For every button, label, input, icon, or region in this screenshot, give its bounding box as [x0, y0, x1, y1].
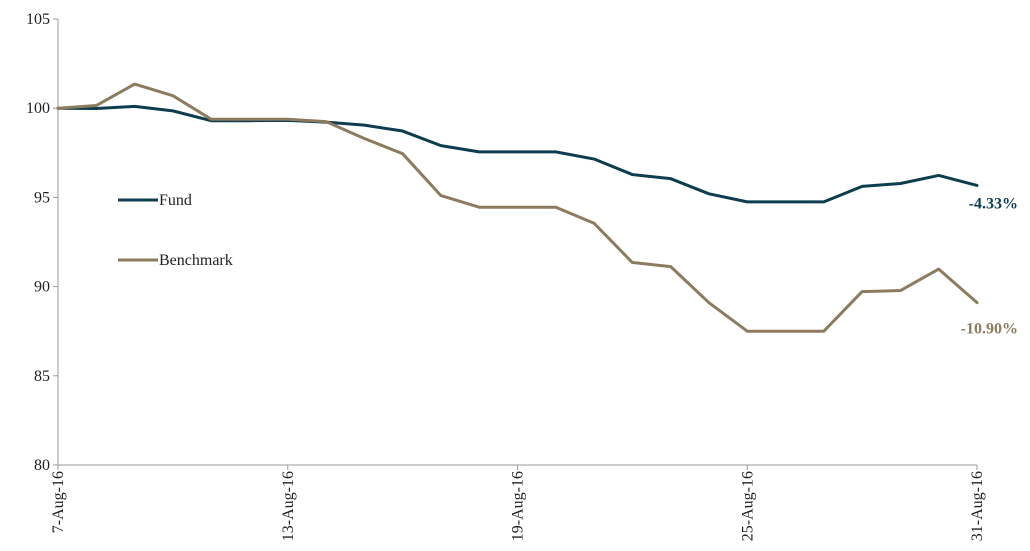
y-tick-label: 100	[26, 100, 50, 117]
y-tick-label: 95	[34, 189, 50, 206]
end-label-benchmark: -10.90%	[961, 321, 1018, 338]
series-lines	[56, 82, 979, 333]
y-tick-label: 80	[34, 457, 50, 474]
x-tick-label: 19-Aug-16	[510, 471, 527, 541]
legend-label-benchmark: Benchmark	[159, 252, 233, 269]
y-tick-label: 105	[26, 11, 50, 28]
series-line-fund	[56, 104, 979, 204]
x-tick-label: 13-Aug-16	[280, 471, 297, 541]
x-tick-label: 31-Aug-16	[969, 471, 986, 541]
end-labels: -4.33% -10.90%	[961, 195, 1018, 337]
legend-label-fund: Fund	[159, 192, 192, 209]
y-tick-label: 90	[34, 279, 50, 296]
x-tick-label: 25-Aug-16	[739, 471, 756, 541]
legend: Fund Benchmark	[118, 192, 233, 269]
y-axis: 80 85 90 95 100 105	[26, 11, 59, 474]
x-axis: 7-Aug-16 13-Aug-16 19-Aug-16 25-Aug-16 31-Au…	[50, 464, 986, 541]
x-tick-label: 7-Aug-16	[50, 471, 67, 533]
y-tick-label: 85	[34, 368, 50, 385]
end-label-fund: -4.33%	[969, 195, 1018, 212]
series-line-benchmark	[56, 82, 979, 333]
